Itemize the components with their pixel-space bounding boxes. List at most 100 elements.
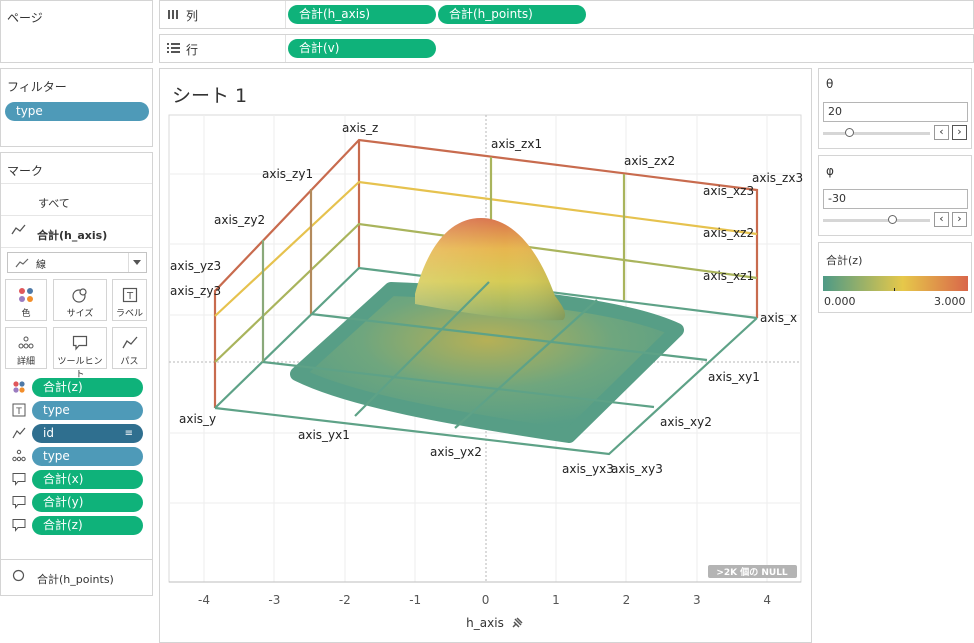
label-axis-xz3: axis_xz3 xyxy=(703,184,754,198)
circle-mark-icon xyxy=(12,569,25,582)
rows-shelf[interactable]: 行 合計(v) xyxy=(159,34,974,63)
label-axis-xz2: axis_xz2 xyxy=(703,226,754,240)
phi-title: φ xyxy=(826,164,834,178)
theta-input[interactable]: 20 xyxy=(823,102,968,122)
path-button-label: パス xyxy=(120,357,139,367)
x-tick-label: -1 xyxy=(409,593,421,607)
theta-slider-track[interactable] xyxy=(823,132,930,135)
size-icon xyxy=(72,288,87,303)
legend-min: 0.000 xyxy=(824,295,856,308)
mark-type-label: 線 xyxy=(36,260,46,271)
filter-pill-type[interactable]: type xyxy=(5,102,149,121)
size-button[interactable]: サイズ xyxy=(53,279,107,321)
theta-increment-button[interactable]: › xyxy=(952,125,967,140)
text-icon: T xyxy=(12,403,26,417)
marks-all-tab[interactable]: すべて xyxy=(38,197,70,210)
line-mark-icon xyxy=(11,224,26,235)
columns-label: 列 xyxy=(186,9,199,23)
tooltip-button[interactable]: ツールヒント xyxy=(53,327,107,380)
chart-canvas: axis_z axis_zx1 axis_zx2 axis_zx3 axis_z… xyxy=(168,114,803,630)
detail-button[interactable]: 詳細 xyxy=(5,327,47,369)
pages-label: ページ xyxy=(7,11,43,25)
columns-icon xyxy=(168,10,178,19)
x-axis-title[interactable]: h_axis xyxy=(466,616,504,630)
phi-decrement-button[interactable]: ‹ xyxy=(934,212,949,227)
detail-icon xyxy=(12,449,26,462)
rows-pill-v[interactable]: 合計(v) xyxy=(288,39,436,58)
x-tick-label: 2 xyxy=(623,593,631,607)
mark-field-pill[interactable]: type xyxy=(32,401,143,420)
label-axis-zx3: axis_zx3 xyxy=(752,171,803,185)
rows-label: 行 xyxy=(186,43,199,57)
detail-button-label: 詳細 xyxy=(16,357,35,367)
x-axis-ticks: -4 -3 -2 -1 0 1 2 3 4 xyxy=(198,593,771,607)
wireframe-back xyxy=(213,138,759,409)
color-icon xyxy=(13,381,25,393)
rows-icon xyxy=(167,43,180,53)
path-icon xyxy=(12,427,26,439)
label-axis-zx1: axis_zx1 xyxy=(491,137,542,151)
size-button-label: サイズ xyxy=(66,309,94,319)
theta-slider-thumb[interactable] xyxy=(845,128,855,137)
phi-slider-track[interactable] xyxy=(823,219,930,222)
path-button[interactable]: パス xyxy=(112,327,147,369)
columns-pill-h-points[interactable]: 合計(h_points) xyxy=(438,5,586,24)
axis-labels: axis_z axis_zx1 axis_zx2 axis_zx3 axis_z… xyxy=(170,121,803,476)
color-button-label: 色 xyxy=(21,309,31,319)
label-axis-y: axis_y xyxy=(179,412,216,426)
pages-shelf[interactable]: ページ xyxy=(0,0,153,63)
path-icon xyxy=(121,336,137,349)
label-axis-xz1: axis_xz1 xyxy=(703,269,754,283)
null-indicator-text: >2K 個の NULL xyxy=(716,566,788,578)
columns-shelf[interactable]: 列 合計(h_axis) 合計(h_points) xyxy=(159,0,974,29)
line-type-icon xyxy=(15,258,29,268)
filters-card: フィルター type xyxy=(0,68,153,147)
tooltip-button-label: ツールヒント xyxy=(57,357,103,380)
label-axis-zx2: axis_zx2 xyxy=(624,154,675,168)
mark-type-dropdown[interactable]: 線 xyxy=(7,252,147,273)
tooltip-icon xyxy=(12,519,26,532)
x-tick-label: -4 xyxy=(198,593,210,607)
label-axis-yx3: axis_yx3 xyxy=(562,462,614,476)
phi-increment-button[interactable]: › xyxy=(952,212,967,227)
label-axis-zy2: axis_zy2 xyxy=(214,213,265,227)
label-axis-yz3: axis_yz3 xyxy=(170,259,221,273)
x-tick-label: 0 xyxy=(482,593,490,607)
legend-color-ramp xyxy=(823,276,968,291)
marks-layer-h-points-row[interactable]: 合計(h_points) xyxy=(0,560,153,596)
columns-pill-h-axis[interactable]: 合計(h_axis) xyxy=(288,5,436,24)
x-tick-label: 3 xyxy=(693,593,701,607)
tooltip-icon xyxy=(72,335,88,351)
label-button[interactable]: T ラベル xyxy=(112,279,147,321)
theta-decrement-button[interactable]: ‹ xyxy=(934,125,949,140)
marks-layer-h-axis[interactable]: 合計(h_axis) xyxy=(37,229,108,242)
gridlines xyxy=(169,115,801,582)
label-axis-zy3: axis_zy3 xyxy=(170,284,221,298)
label-axis-yx1: axis_yx1 xyxy=(298,428,350,442)
sort-icon: ≡ xyxy=(124,428,133,439)
mark-field-pill[interactable]: 合計(z) xyxy=(32,378,143,397)
label-icon: T xyxy=(122,287,137,303)
phi-parameter-card: φ -30 ‹ › xyxy=(818,155,972,236)
tooltip-icon xyxy=(12,473,26,486)
mark-field-pill[interactable]: id ≡ xyxy=(32,424,143,443)
label-button-label: ラベル xyxy=(115,309,143,319)
x-tick-label: 4 xyxy=(763,593,771,607)
mark-field-pill[interactable]: 合計(y) xyxy=(32,493,143,512)
label-axis-xy1: axis_xy1 xyxy=(708,370,760,384)
label-axis-xy2: axis_xy2 xyxy=(660,415,712,429)
mark-field-pill[interactable]: 合計(z) xyxy=(32,516,143,535)
mark-field-pill[interactable]: 合計(x) xyxy=(32,470,143,489)
detail-icon xyxy=(18,336,34,349)
color-button[interactable]: 色 xyxy=(5,279,47,321)
label-axis-zy1: axis_zy1 xyxy=(262,167,313,181)
pin-icon[interactable] xyxy=(512,617,523,628)
mark-field-pill[interactable]: type xyxy=(32,447,143,466)
phi-slider-thumb[interactable] xyxy=(888,215,898,224)
marks-card: マーク すべて 合計(h_axis) 線 色 サイズ T ラベ xyxy=(0,152,153,561)
phi-input[interactable]: -30 xyxy=(823,189,968,209)
x-tick-label: -3 xyxy=(268,593,280,607)
legend-title: 合計(z) xyxy=(826,254,863,267)
marks-title: マーク xyxy=(7,164,44,178)
null-indicator[interactable]: >2K 個の NULL xyxy=(708,565,797,578)
